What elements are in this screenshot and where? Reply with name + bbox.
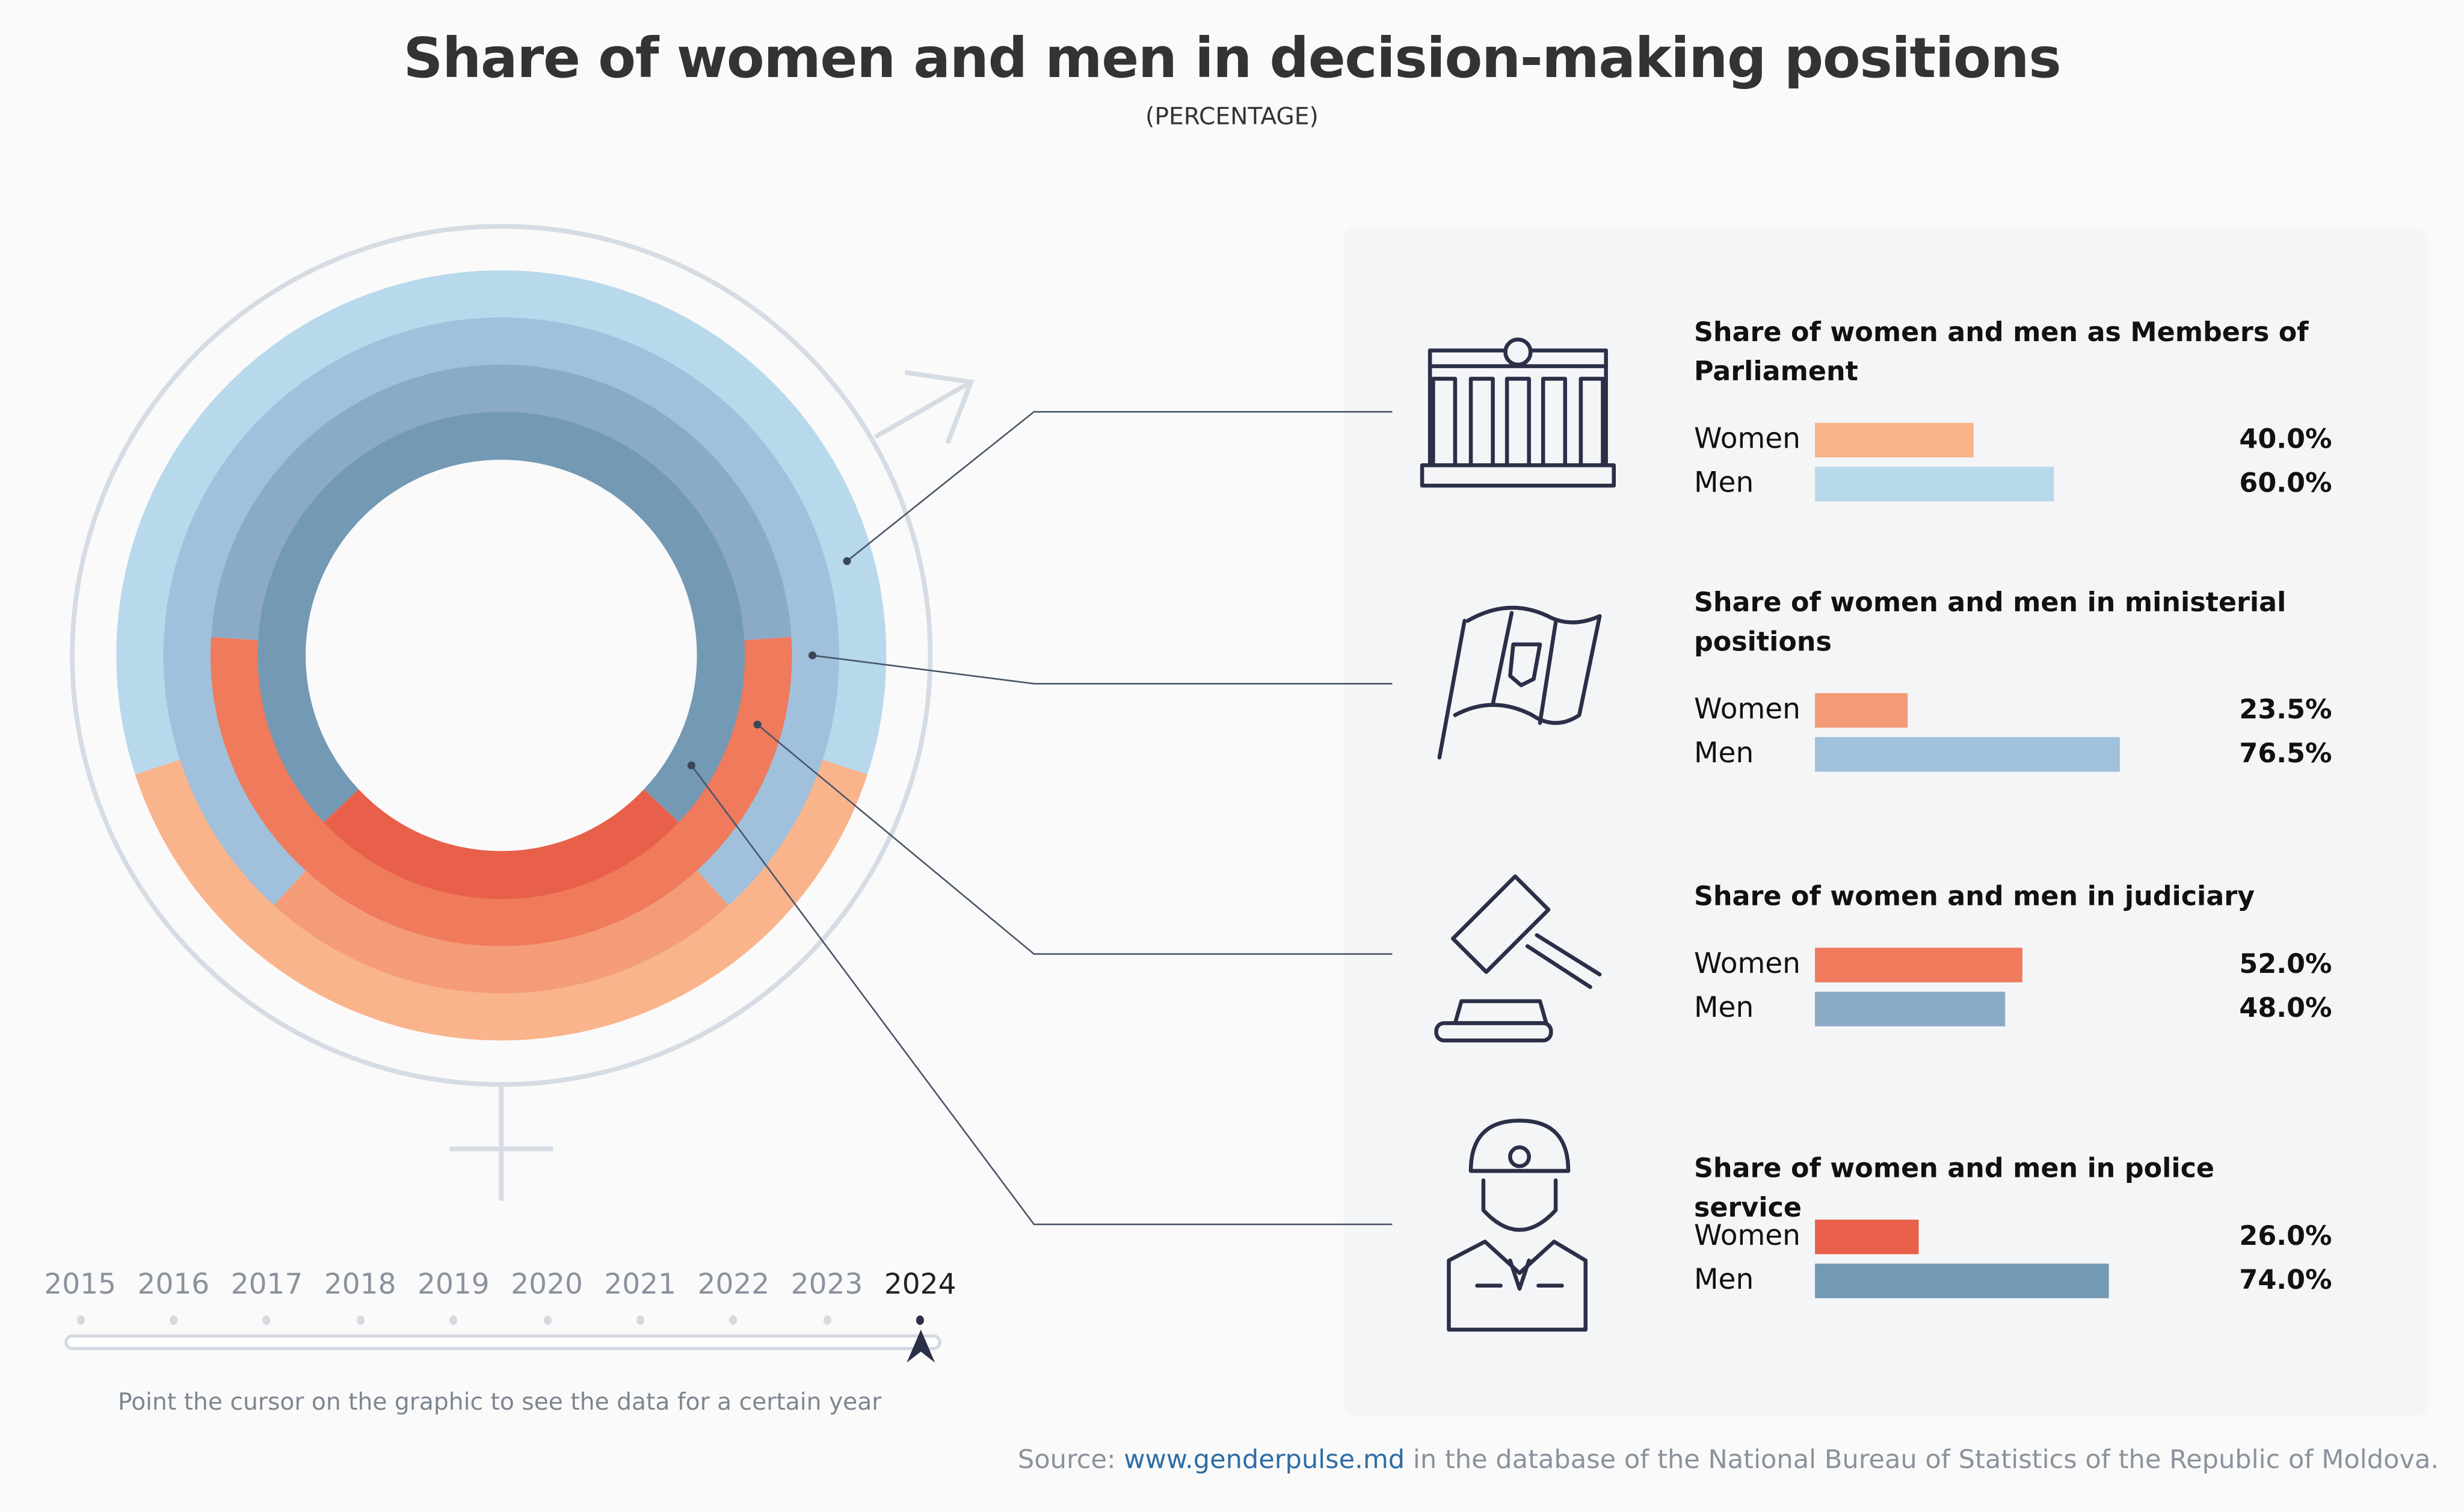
year-dot[interactable] (916, 1315, 925, 1325)
timeline-track[interactable] (64, 1334, 941, 1350)
women-value: 23.5% (2239, 694, 2332, 726)
women-bar[interactable] (1815, 1220, 1918, 1254)
ring-women-arc-0[interactable] (135, 759, 867, 1041)
women-label: Women (1693, 1220, 1801, 1253)
year-dot[interactable] (76, 1315, 84, 1325)
category-title: Share of women and men in police service (1693, 1153, 2215, 1224)
women-value: 52.0% (2239, 949, 2332, 981)
year-dot[interactable] (543, 1315, 551, 1325)
women-bar[interactable] (1815, 422, 1974, 458)
female-symbol-icon (449, 1084, 553, 1201)
ring-women-arc-1[interactable] (274, 869, 729, 993)
year-dot[interactable] (263, 1315, 271, 1325)
source-link[interactable]: www.genderpulse.md (1124, 1444, 1405, 1475)
year-2022[interactable]: 2022 (697, 1268, 770, 1301)
leader-line-0 (846, 411, 1393, 562)
ring-women-arc-3[interactable] (324, 789, 679, 899)
source-suffix: in the database of the National Bureau o… (1405, 1444, 2439, 1475)
year-dot[interactable] (449, 1315, 458, 1325)
leader-line-2 (757, 724, 1393, 955)
year-dot[interactable] (169, 1315, 177, 1325)
year-dot[interactable] (822, 1315, 831, 1325)
category-title: Share of women and men in ministerial po… (1693, 587, 2287, 659)
men-label: Men (1693, 1264, 1754, 1297)
women-label: Women (1693, 693, 1801, 726)
men-value: 76.5% (2239, 738, 2332, 770)
leader-dot-1 (808, 651, 817, 659)
year-2018[interactable]: 2018 (324, 1268, 396, 1301)
ring-men-arc-2[interactable] (211, 365, 792, 640)
women-label: Women (1693, 948, 1801, 981)
leader-dot-0 (843, 557, 851, 566)
leader-dot-2 (753, 720, 762, 729)
source-prefix: Source: (1017, 1444, 1124, 1475)
men-bar[interactable] (1815, 992, 2006, 1026)
men-bar[interactable] (1815, 737, 2119, 772)
men-bar[interactable] (1815, 1264, 2110, 1298)
men-value: 60.0% (2239, 468, 2332, 500)
year-dot[interactable] (636, 1315, 644, 1325)
year-dot[interactable] (356, 1315, 365, 1325)
men-label: Men (1693, 992, 1754, 1025)
leader-line-1 (812, 654, 1393, 685)
year-2016[interactable]: 2016 (137, 1268, 210, 1301)
male-symbol-icon (874, 370, 975, 445)
timeline-pointer-icon[interactable] (907, 1329, 938, 1364)
category-title: Share of women and men in judiciary (1693, 881, 2255, 913)
leader-dot-3 (687, 761, 695, 770)
year-2020[interactable]: 2020 (511, 1268, 583, 1301)
leader-line-3 (691, 765, 1393, 1226)
women-bar[interactable] (1815, 948, 2022, 983)
year-2017[interactable]: 2017 (230, 1268, 303, 1301)
category-title: Share of women and men as Members of Par… (1693, 317, 2309, 389)
ring-women-arc-2[interactable] (211, 637, 792, 946)
year-2019[interactable]: 2019 (417, 1268, 490, 1301)
page-title: Share of women and men in decision-makin… (403, 28, 2062, 91)
page-subtitle: (PERCENTAGE) (1145, 102, 1319, 131)
women-bar[interactable] (1815, 693, 1909, 728)
men-label: Men (1693, 737, 1754, 770)
men-bar[interactable] (1815, 466, 2054, 502)
women-value: 26.0% (2239, 1221, 2332, 1253)
women-label: Women (1693, 422, 1801, 456)
ring-men-arc-3[interactable] (257, 412, 745, 822)
year-2021[interactable]: 2021 (604, 1268, 677, 1301)
timeline-hint: Point the cursor on the graphic to see t… (117, 1387, 882, 1416)
men-value: 48.0% (2239, 993, 2332, 1025)
men-value: 74.0% (2239, 1265, 2332, 1297)
year-2015[interactable]: 2015 (44, 1268, 117, 1301)
men-label: Men (1693, 466, 1754, 500)
year-dot[interactable] (729, 1315, 738, 1325)
year-2023[interactable]: 2023 (790, 1268, 863, 1301)
year-2024[interactable]: 2024 (884, 1268, 956, 1301)
ring-men-arc-1[interactable] (163, 317, 839, 906)
source-note: Source: www.genderpulse.md in the databa… (1018, 1445, 2439, 1475)
women-value: 40.0% (2239, 424, 2332, 456)
